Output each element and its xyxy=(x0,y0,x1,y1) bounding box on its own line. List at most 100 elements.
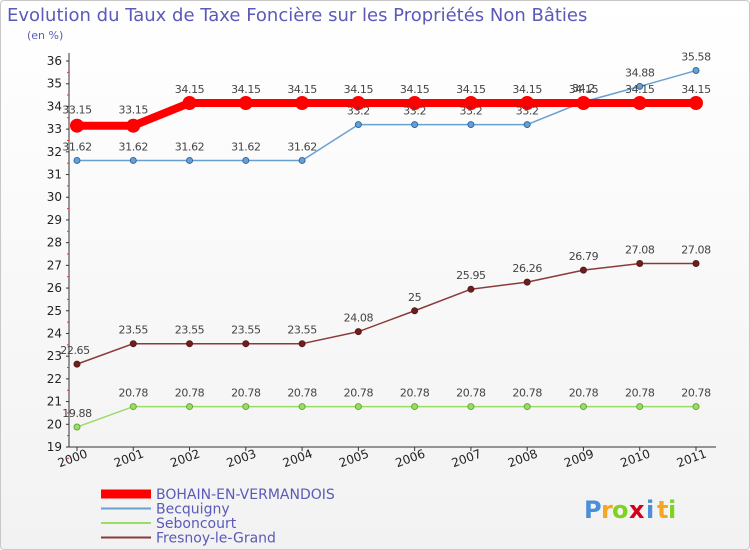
x-tick-label: 2009 xyxy=(562,447,595,471)
data-point xyxy=(632,96,647,111)
legend-label: BOHAIN-EN-VERMANDOIS xyxy=(156,487,335,503)
y-tick-label: 23 xyxy=(47,349,62,363)
data-point xyxy=(692,260,700,268)
data-label: 34.88 xyxy=(625,66,655,79)
data-point xyxy=(636,260,644,268)
data-point xyxy=(126,118,141,133)
data-label: 23.55 xyxy=(175,324,205,337)
data-label: 33.15 xyxy=(119,104,149,117)
data-point xyxy=(242,156,250,164)
data-label: 25 xyxy=(408,291,422,304)
data-point xyxy=(523,278,531,286)
data-point xyxy=(70,118,84,133)
data-point xyxy=(129,340,137,348)
y-tick-label: 32 xyxy=(47,145,62,159)
data-point xyxy=(523,403,531,411)
data-point xyxy=(411,307,419,315)
data-label: 20.78 xyxy=(400,387,430,400)
y-tick-label: 34 xyxy=(47,99,62,113)
data-point xyxy=(298,156,306,164)
data-point xyxy=(242,403,250,411)
y-tick-label: 30 xyxy=(47,190,62,204)
x-tick-label: 2005 xyxy=(337,447,370,471)
data-point xyxy=(411,121,419,129)
data-point xyxy=(579,266,587,274)
data-point xyxy=(467,403,475,411)
data-point xyxy=(186,403,194,411)
data-label: 20.78 xyxy=(344,387,374,400)
data-label: 34.15 xyxy=(287,83,317,96)
y-tick-label: 20 xyxy=(47,417,62,431)
legend: BOHAIN-EN-VERMANDOISBecquignySeboncourtF… xyxy=(101,487,335,547)
data-label: 33.2 xyxy=(516,105,539,118)
data-point xyxy=(636,403,644,411)
data-point xyxy=(576,96,591,111)
data-point xyxy=(242,340,250,348)
brand-letter: o xyxy=(612,496,629,524)
data-point xyxy=(73,156,81,164)
data-label: 20.78 xyxy=(512,387,542,400)
y-tick-label: 29 xyxy=(47,213,62,227)
data-point xyxy=(692,403,700,411)
x-tick-label: 2002 xyxy=(168,447,201,471)
data-label: 34.15 xyxy=(344,83,374,96)
data-point xyxy=(129,156,137,164)
data-label: 33.2 xyxy=(459,105,482,118)
data-point xyxy=(298,403,306,411)
series-line xyxy=(73,99,700,130)
data-label: 19.88 xyxy=(62,407,92,420)
data-point xyxy=(351,96,366,111)
data-point xyxy=(186,340,194,348)
data-point xyxy=(467,121,475,129)
data-point xyxy=(354,328,362,336)
brand-letter: r xyxy=(601,496,613,524)
legend-label: Becquigny xyxy=(156,502,230,518)
data-label: 34.15 xyxy=(625,83,655,96)
data-label: 26.79 xyxy=(569,250,599,263)
data-label: 34.15 xyxy=(175,83,205,96)
y-tick-label: 21 xyxy=(47,395,62,409)
data-point xyxy=(354,403,362,411)
data-point xyxy=(467,285,475,293)
x-tick-label: 2001 xyxy=(112,447,145,471)
y-tick-label: 26 xyxy=(47,281,62,295)
data-point xyxy=(523,121,531,129)
data-label: 34.2 xyxy=(572,82,595,95)
data-label: 20.78 xyxy=(287,387,317,400)
legend-label: Seboncourt xyxy=(156,516,237,532)
data-label: 20.78 xyxy=(456,387,486,400)
data-label: 20.78 xyxy=(681,387,711,400)
data-label: 20.78 xyxy=(625,387,655,400)
data-label: 22.65 xyxy=(60,344,90,357)
data-point xyxy=(295,96,310,111)
data-label: 20.78 xyxy=(231,387,261,400)
data-point xyxy=(692,67,700,75)
brand-letter: t xyxy=(657,496,668,524)
data-label: 27.08 xyxy=(625,244,655,257)
data-label: 35.58 xyxy=(681,51,711,64)
data-point xyxy=(73,423,81,431)
data-label: 20.78 xyxy=(119,387,149,400)
data-label: 33.2 xyxy=(347,105,370,118)
data-label: 33.15 xyxy=(62,104,92,117)
data-point xyxy=(689,96,703,111)
x-tick-label: 2007 xyxy=(450,447,483,471)
data-label: 23.55 xyxy=(119,324,149,337)
data-point xyxy=(636,82,644,90)
data-point xyxy=(354,121,362,129)
chart-subtitle: (en %) xyxy=(27,29,64,42)
y-tick-label: 35 xyxy=(47,77,62,91)
data-point xyxy=(298,340,306,348)
x-tick-label: 2008 xyxy=(506,447,539,471)
data-label: 20.78 xyxy=(569,387,599,400)
series-layer xyxy=(70,67,703,431)
data-point xyxy=(411,403,419,411)
data-label: 31.62 xyxy=(62,140,92,153)
data-labels: 33.15 33.15 34.15 34.15 34.15 34.15 34.15 34.15… xyxy=(60,51,711,420)
y-tick-label: 27 xyxy=(47,258,62,272)
data-point xyxy=(129,403,137,411)
data-label: 34.15 xyxy=(569,83,599,96)
data-label: 34.15 xyxy=(400,83,430,96)
legend-label: Fresnoy-le-Grand xyxy=(156,531,276,547)
